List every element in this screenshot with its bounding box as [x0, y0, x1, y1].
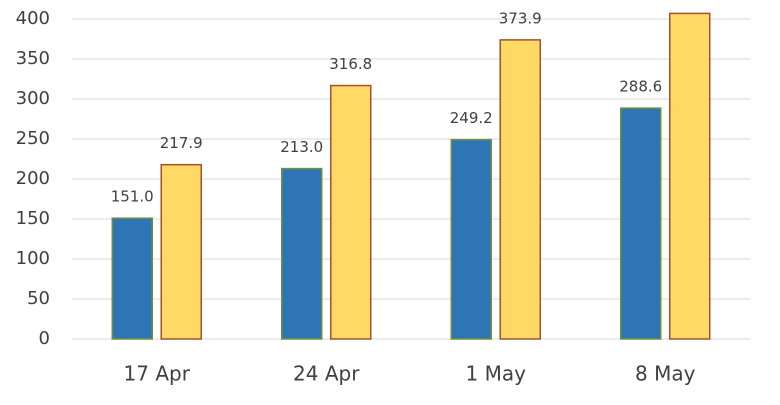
- y-tick-label: 150: [16, 208, 50, 229]
- bar: [499, 39, 541, 340]
- y-tick-label: 250: [16, 128, 50, 149]
- value-label: 316.8: [329, 55, 372, 73]
- bar: [620, 107, 662, 340]
- value-label: 288.6: [619, 78, 662, 96]
- y-tick-label: 300: [16, 88, 50, 109]
- value-label: 217.9: [160, 134, 203, 152]
- y-tick-label: 0: [39, 328, 50, 349]
- x-tick-label: 1 May: [466, 362, 527, 386]
- y-tick-label: 400: [16, 8, 50, 29]
- value-label: 213.0: [280, 138, 323, 156]
- bar: [450, 138, 492, 340]
- value-label: 249.2: [450, 109, 493, 127]
- bar: [669, 12, 711, 340]
- y-tick-label: 200: [16, 168, 50, 189]
- value-label: 151.0: [111, 188, 154, 206]
- x-tick-label: 17 Apr: [124, 362, 191, 386]
- bar: [281, 167, 323, 340]
- bar: [160, 163, 202, 340]
- x-tick-label: 24 Apr: [293, 362, 360, 386]
- x-tick-label: 8 May: [635, 362, 696, 386]
- y-tick-label: 350: [16, 48, 50, 69]
- y-tick-label: 50: [27, 288, 50, 309]
- value-label: 373.9: [499, 9, 542, 27]
- bar: [111, 217, 153, 340]
- bar: [330, 84, 372, 340]
- y-tick-label: 100: [16, 248, 50, 269]
